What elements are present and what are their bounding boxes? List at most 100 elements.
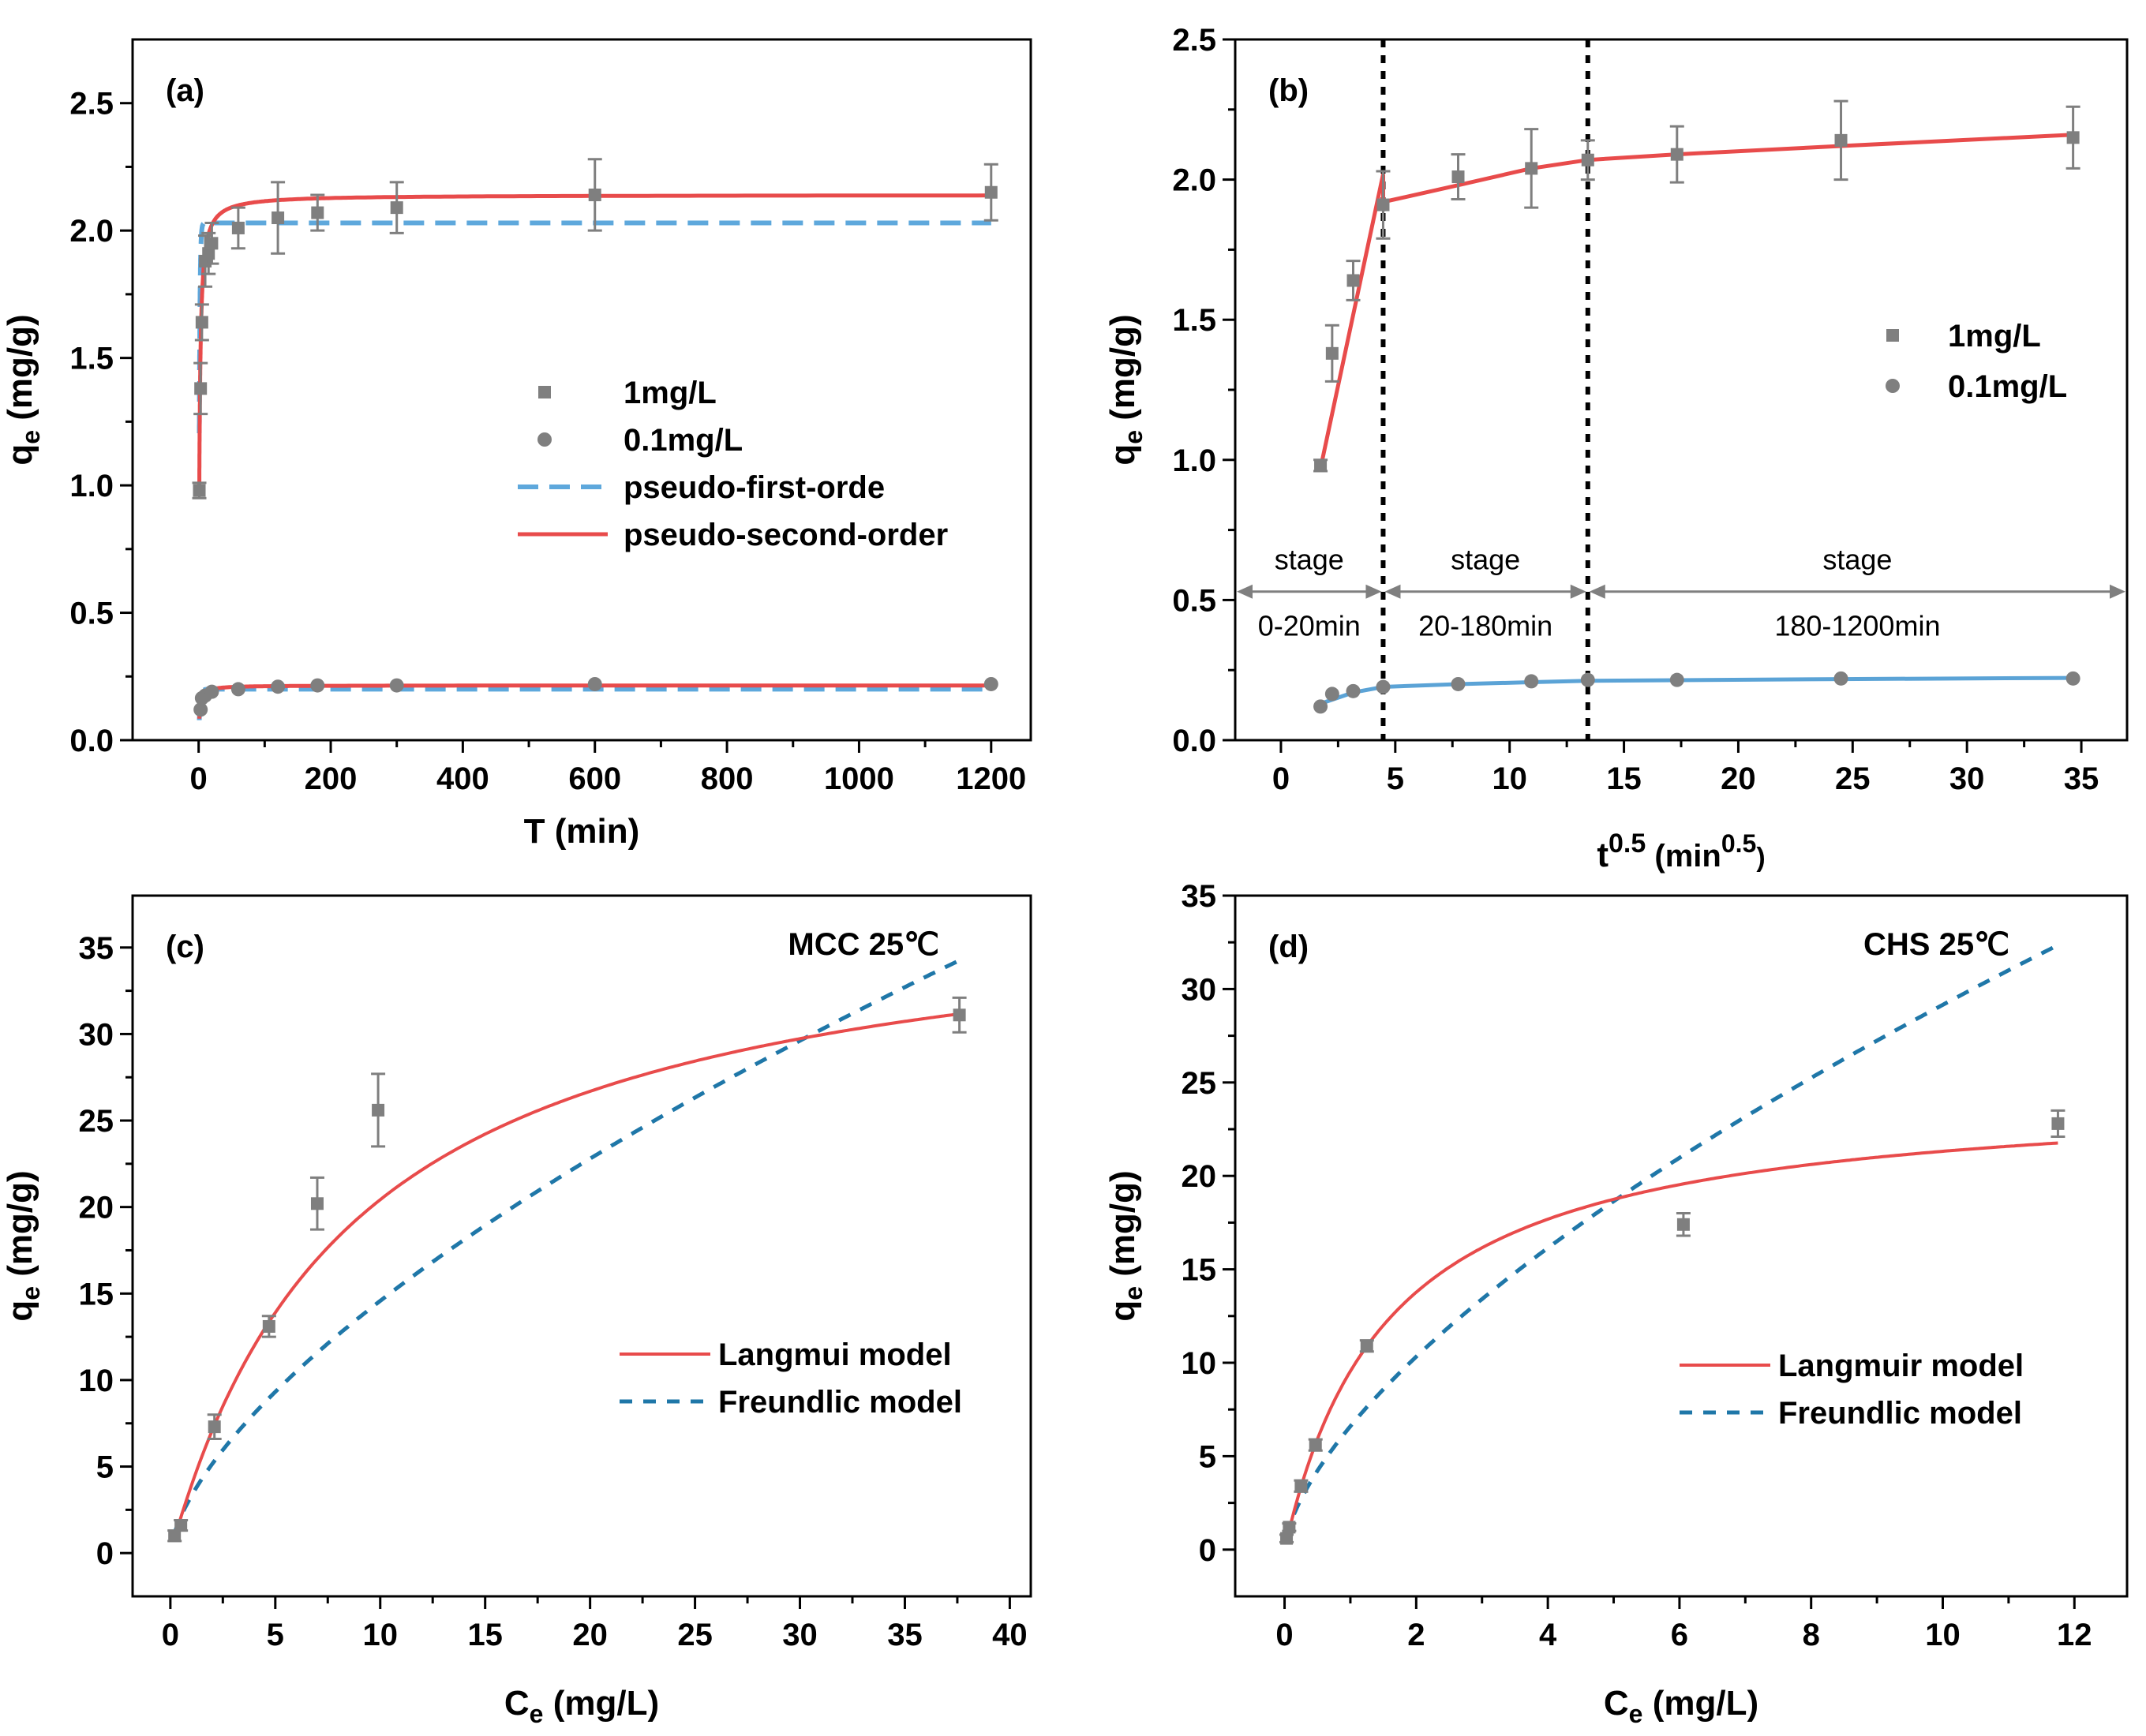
plot-frame: [131, 894, 1032, 1598]
x-tick-label: 0: [162, 1618, 179, 1652]
x-tick-label: 30: [1949, 761, 1985, 796]
panel-label: (b): [1268, 73, 1309, 108]
data-point-1mgL: [1314, 458, 1328, 472]
data-point-1mgL: [2066, 131, 2080, 144]
pso-fit-line: [197, 193, 991, 489]
data-point-01mgL: [1346, 683, 1361, 698]
data-point-01mgL: [1833, 671, 1848, 686]
data-point: [262, 1319, 275, 1333]
data-point: [168, 1529, 182, 1543]
data-point-1mgL: [984, 185, 998, 199]
y-tick-label: 25: [1182, 1066, 1217, 1101]
x-tick-label: 15: [1606, 761, 1642, 796]
y-tick-label: 35: [79, 931, 114, 966]
data-point: [1294, 1480, 1308, 1493]
y-tick-label: 1.5: [1172, 303, 1216, 338]
x-tick-label: 5: [267, 1618, 284, 1652]
data-point-01mgL: [1524, 674, 1539, 689]
data-point-01mgL: [1313, 699, 1328, 714]
x-tick-label: 1200: [956, 761, 1026, 796]
stage-arrowhead: [1570, 584, 1586, 599]
y-tick-label: 15: [1182, 1253, 1217, 1288]
x-tick-label: 2: [1407, 1618, 1425, 1652]
legend-label: pseudo-first-orde: [624, 470, 885, 505]
x-tick-label: 200: [305, 761, 358, 796]
y-tick-label: 0: [96, 1536, 114, 1571]
x-tick-label: 15: [467, 1618, 503, 1652]
data-point-1mgL: [195, 316, 208, 329]
legend-label: Freundlic model: [1778, 1396, 2022, 1431]
data-point: [1283, 1521, 1296, 1534]
plot-frame: [131, 38, 1032, 742]
panel-label: (c): [166, 930, 204, 964]
stage-range: 20-180min: [1418, 610, 1552, 642]
legend-label: 0.1mg/L: [624, 423, 743, 458]
x-tick-label: 5: [1387, 761, 1404, 796]
fit-line-1mgL: [1318, 133, 2073, 470]
y-tick-label: 2.0: [1172, 163, 1216, 198]
y-tick-label: 5: [96, 1450, 114, 1485]
x-axis-title: t0.5 (min0.5): [1597, 829, 1765, 874]
x-tick-label: 0: [1275, 1618, 1293, 1652]
y-tick-label: 2.5: [1172, 23, 1216, 58]
y-tick-label: 2.5: [69, 87, 114, 122]
data-point-01mgL: [310, 678, 325, 693]
temperature-annotation: MCC 25℃: [788, 927, 939, 962]
data-point-01mgL: [1324, 687, 1339, 702]
panel-d: 0 2 4 6 8 10 12 0 5 10 15 20 25 30 35 qe (mg/g) (d) Ce (m…: [1103, 879, 2129, 1728]
y-tick-label: 25: [79, 1104, 114, 1139]
langmuir-fit-line: [1285, 1141, 2058, 1542]
stage-range: 180-1200min: [1774, 610, 1940, 642]
data-point: [372, 1103, 385, 1117]
stage-label: stage: [1451, 544, 1520, 576]
panel-a: 0 200 400 600 800 1000 1200 0.0 0.5 1.0 1.5 2.0 2.5 q…: [1, 38, 1032, 851]
y-axis-title: qe (mg/g): [1103, 1170, 1148, 1321]
data-point: [953, 1008, 966, 1022]
data-point-1mgL: [1346, 274, 1360, 287]
y-tick-label: 5: [1199, 1439, 1216, 1474]
x-tick-label: 25: [677, 1618, 713, 1652]
x-tick-label: 12: [2057, 1618, 2092, 1652]
x-tick-label: 10: [1492, 761, 1527, 796]
x-tick-label: 10: [1925, 1618, 1961, 1652]
x-tick-label: 4: [1539, 1618, 1557, 1652]
stage-arrowhead: [1365, 584, 1382, 599]
x-axis-title: Ce (mg/L): [504, 1684, 659, 1728]
data-point-1mgL: [1670, 148, 1683, 161]
data-point: [2051, 1117, 2065, 1130]
legend-label: 1mg/L: [1948, 319, 2041, 354]
y-tick-label: 1.5: [69, 342, 114, 376]
x-tick-label: 8: [1803, 1618, 1820, 1652]
data-point-01mgL: [587, 676, 602, 691]
plot-frame: [1234, 894, 2129, 1598]
stage-label: stage: [1822, 544, 1892, 576]
x-tick-label: 35: [887, 1618, 923, 1652]
data-point: [1676, 1218, 1690, 1231]
y-tick-label: 1.0: [69, 469, 114, 503]
stage-arrowhead: [1589, 584, 1605, 599]
data-point: [1309, 1439, 1322, 1452]
x-tick-label: 1000: [824, 761, 894, 796]
data-point-1mgL: [1581, 153, 1594, 166]
data-point-01mgL: [204, 684, 219, 699]
x-tick-label: 0: [1272, 761, 1290, 796]
x-tick-label: 400: [436, 761, 489, 796]
x-tick-label: 25: [1835, 761, 1871, 796]
stage-arrowhead: [1237, 584, 1253, 599]
data-point-01mgL: [389, 678, 404, 693]
data-point-1mgL: [1325, 346, 1339, 360]
x-tick-label: 600: [568, 761, 621, 796]
data-point-1mgL: [205, 237, 219, 250]
data-point-01mgL: [2065, 671, 2080, 686]
y-tick-label: 0.5: [1172, 583, 1216, 618]
langmuir-fit-line: [174, 1012, 960, 1532]
data-point-1mgL: [1451, 170, 1465, 184]
data-point-01mgL: [1669, 672, 1684, 687]
data-point-1mgL: [272, 211, 285, 225]
y-axis-title: qe (mg/g): [1103, 314, 1148, 465]
data-point-01mgL: [983, 676, 998, 691]
data-point: [310, 1197, 324, 1210]
x-tick-label: 30: [782, 1618, 818, 1652]
freundlich-fit-line: [172, 958, 961, 1534]
